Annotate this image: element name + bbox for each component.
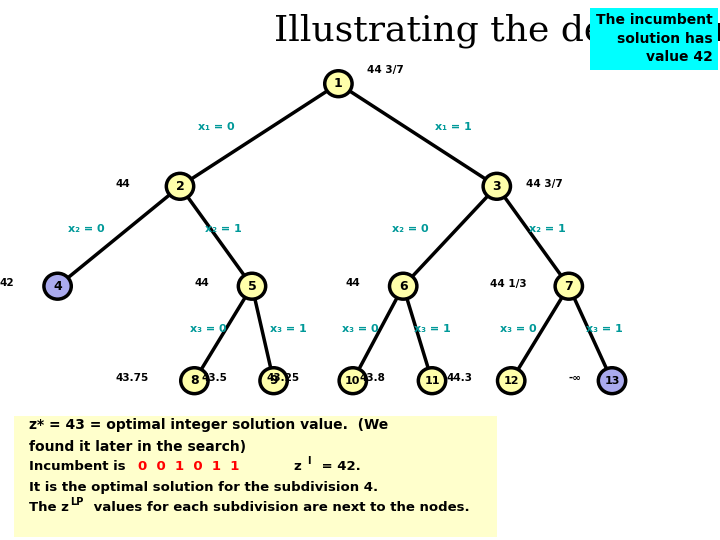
Text: x₁ = 0: x₁ = 0 xyxy=(198,122,234,132)
Text: x₃ = 0: x₃ = 0 xyxy=(500,325,536,334)
Text: 6: 6 xyxy=(399,280,408,293)
Text: 44.3: 44.3 xyxy=(446,373,472,383)
Ellipse shape xyxy=(325,71,352,97)
Text: x₃ = 1: x₃ = 1 xyxy=(586,325,624,334)
Text: 44 3/7: 44 3/7 xyxy=(367,65,404,75)
Text: 11: 11 xyxy=(424,376,440,386)
Text: 5: 5 xyxy=(248,280,256,293)
Text: 44 3/7: 44 3/7 xyxy=(526,179,562,188)
Text: 42: 42 xyxy=(0,279,14,288)
Ellipse shape xyxy=(339,368,366,394)
Text: 8: 8 xyxy=(190,374,199,387)
Ellipse shape xyxy=(390,273,417,299)
Text: 43.75: 43.75 xyxy=(115,373,148,383)
Text: The z: The z xyxy=(29,501,68,514)
Text: x₂ = 0: x₂ = 0 xyxy=(392,225,428,234)
Text: 7: 7 xyxy=(564,280,573,293)
Text: 2: 2 xyxy=(176,180,184,193)
Text: z* = 43 = optimal integer solution value.  (We: z* = 43 = optimal integer solution value… xyxy=(29,418,388,433)
Ellipse shape xyxy=(181,368,208,394)
Text: x₃ = 0: x₃ = 0 xyxy=(342,325,378,334)
Text: 1: 1 xyxy=(334,77,343,90)
Text: 3: 3 xyxy=(492,180,501,193)
Text: x₃ = 1: x₃ = 1 xyxy=(269,325,307,334)
Text: I: I xyxy=(307,456,311,467)
Ellipse shape xyxy=(498,368,525,394)
Text: Incumbent is: Incumbent is xyxy=(29,460,130,473)
Text: 9: 9 xyxy=(269,374,278,387)
Text: z: z xyxy=(294,460,302,473)
Text: 0  0  1  0  1  1: 0 0 1 0 1 1 xyxy=(138,460,240,473)
Text: 4: 4 xyxy=(53,280,62,293)
Text: 44 1/3: 44 1/3 xyxy=(490,279,526,288)
Text: 44: 44 xyxy=(346,279,360,288)
Text: 13: 13 xyxy=(604,376,620,386)
Text: found it later in the search): found it later in the search) xyxy=(29,440,246,454)
Text: It is the optimal solution for the subdivision 4.: It is the optimal solution for the subdi… xyxy=(29,481,378,494)
Ellipse shape xyxy=(260,368,287,394)
Text: The incumbent
solution has
value 42: The incumbent solution has value 42 xyxy=(596,14,713,64)
Text: Illustrating the definitions: Illustrating the definitions xyxy=(274,14,720,48)
Ellipse shape xyxy=(555,273,582,299)
Text: x₃ = 0: x₃ = 0 xyxy=(191,325,227,334)
Text: 12: 12 xyxy=(503,376,519,386)
Text: = 42.: = 42. xyxy=(317,460,361,473)
Text: 44: 44 xyxy=(115,179,130,188)
Text: 43.8: 43.8 xyxy=(360,373,386,383)
FancyBboxPatch shape xyxy=(14,416,497,537)
Text: -∞: -∞ xyxy=(569,373,582,383)
Ellipse shape xyxy=(44,273,71,299)
Ellipse shape xyxy=(166,173,194,199)
Text: x₂ = 1: x₂ = 1 xyxy=(204,225,242,234)
Text: LP: LP xyxy=(71,497,84,507)
Text: 43.5: 43.5 xyxy=(202,373,228,383)
Text: 43.25: 43.25 xyxy=(266,373,300,383)
Ellipse shape xyxy=(483,173,510,199)
Text: values for each subdivision are next to the nodes.: values for each subdivision are next to … xyxy=(89,501,470,514)
Ellipse shape xyxy=(238,273,266,299)
Text: 10: 10 xyxy=(345,376,361,386)
Ellipse shape xyxy=(598,368,626,394)
Text: x₁ = 1: x₁ = 1 xyxy=(435,122,472,132)
Text: x₂ = 0: x₂ = 0 xyxy=(68,225,104,234)
Text: x₂ = 1: x₂ = 1 xyxy=(528,225,566,234)
Ellipse shape xyxy=(418,368,446,394)
Text: x₃ = 1: x₃ = 1 xyxy=(413,325,451,334)
Text: 44: 44 xyxy=(194,279,209,288)
